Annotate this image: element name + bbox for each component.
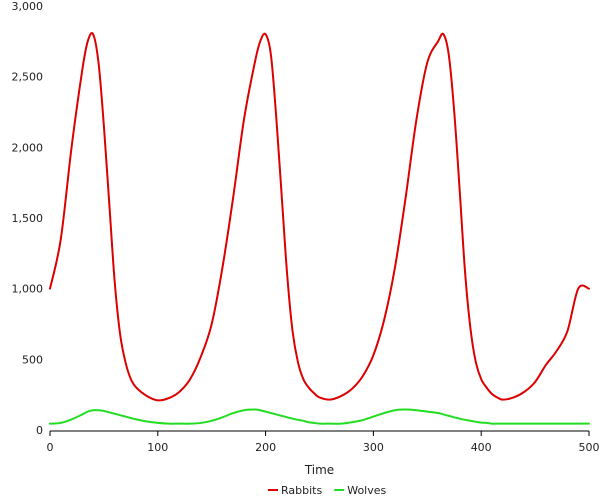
x-axis-title: Time xyxy=(304,463,334,477)
series-line-wolves xyxy=(49,408,590,425)
x-tick-label: 500 xyxy=(579,441,600,454)
y-tick-label: 1,500 xyxy=(12,212,44,225)
y-tick-label: 3,000 xyxy=(12,0,44,13)
x-tick-label: 300 xyxy=(363,441,384,454)
y-tick-label: 1,000 xyxy=(12,283,44,296)
x-axis-ticks xyxy=(49,431,590,436)
y-tick-label: 500 xyxy=(22,353,43,366)
y-tick-label: 0 xyxy=(36,424,43,437)
y-tick-label: 2,500 xyxy=(12,71,44,84)
series-lines xyxy=(49,32,590,425)
y-axis-tick-labels: 0 500 1,000 1,500 2,000 2,500 3,000 xyxy=(12,0,44,437)
x-tick-label: 200 xyxy=(255,441,276,454)
series-line-rabbits xyxy=(49,32,590,402)
legend-label-wolves: Wolves xyxy=(347,484,386,497)
y-tick-label: 2,000 xyxy=(12,141,44,154)
x-axis-tick-labels: 0 100 200 300 400 500 xyxy=(47,441,600,454)
legend: Rabbits Wolves xyxy=(268,484,387,497)
x-tick-label: 0 xyxy=(47,441,54,454)
x-tick-label: 400 xyxy=(471,441,492,454)
x-tick-label: 100 xyxy=(147,441,168,454)
legend-label-rabbits: Rabbits xyxy=(281,484,322,497)
